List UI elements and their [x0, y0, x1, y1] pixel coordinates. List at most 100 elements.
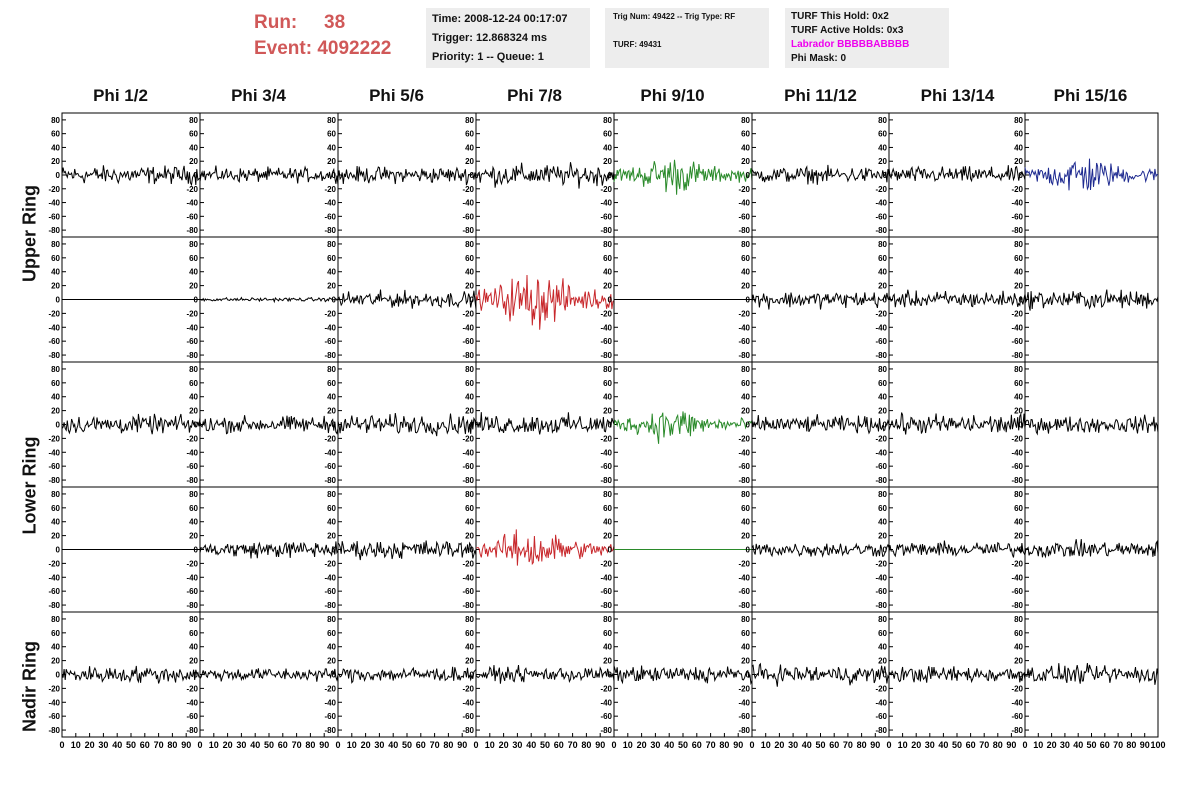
y-tick-label: 60 [51, 254, 60, 263]
y-tick-label: 40 [603, 643, 612, 652]
y-tick-label: 80 [603, 615, 612, 624]
y-tick-label: -80 [875, 351, 887, 360]
y-tick-label: 20 [878, 407, 887, 416]
turf-line: TURF: 49431 [613, 40, 662, 49]
y-tick-label: -20 [600, 185, 612, 194]
x-tick-label: 70 [979, 740, 989, 750]
y-tick-label: 40 [189, 393, 198, 402]
x-tick-label: 0 [473, 740, 478, 750]
y-tick-label: -40 [1011, 698, 1023, 707]
x-tick-label: 50 [264, 740, 274, 750]
y-tick-label: 0 [470, 671, 475, 680]
y-tick-label: -20 [738, 185, 750, 194]
y-tick-label: 0 [746, 671, 751, 680]
waveform-trace [337, 165, 477, 186]
y-tick-label: -20 [324, 684, 336, 693]
waveform-trace [337, 540, 477, 561]
y-tick-label: -60 [600, 337, 612, 346]
y-tick-label: -60 [48, 587, 60, 596]
x-tick-label: 60 [966, 740, 976, 750]
y-tick-label: 60 [741, 629, 750, 638]
x-tick-label: 70 [430, 740, 440, 750]
y-tick-label: -80 [1011, 226, 1023, 235]
y-tick-label: -80 [186, 476, 198, 485]
y-tick-label: -60 [324, 212, 336, 221]
waveform-trace [751, 542, 890, 558]
waveform-trace [475, 274, 615, 330]
run-event-block: Run: 38 Event: 4092222 [254, 10, 391, 62]
y-tick-label: -60 [875, 712, 887, 721]
y-tick-label: 80 [1014, 365, 1023, 374]
waveform-trace [751, 414, 890, 435]
x-tick-label: 0 [197, 740, 202, 750]
y-tick-label: 60 [51, 130, 60, 139]
x-tick-label: 80 [167, 740, 177, 750]
waveform-trace [613, 665, 753, 686]
y-tick-label: 60 [327, 379, 336, 388]
waveform-trace [1024, 663, 1159, 685]
y-tick-label: 0 [56, 296, 61, 305]
y-tick-label: 60 [603, 504, 612, 513]
x-tick-label: 0 [1022, 740, 1027, 750]
y-tick-label: -60 [462, 587, 474, 596]
x-tick-label: 40 [526, 740, 536, 750]
y-tick-label: -80 [186, 351, 198, 360]
x-tick-label: 10 [209, 740, 219, 750]
y-tick-label: -40 [600, 448, 612, 457]
y-tick-label: 0 [194, 296, 199, 305]
x-tick-label: 70 [1113, 740, 1123, 750]
y-tick-label: 20 [878, 532, 887, 541]
x-tick-label: 40 [112, 740, 122, 750]
col-title-phi-13-14: Phi 13/14 [920, 86, 995, 105]
y-tick-label: -40 [186, 573, 198, 582]
y-tick-label: 60 [51, 379, 60, 388]
y-tick-label: 0 [332, 546, 337, 555]
y-tick-label: 0 [746, 546, 751, 555]
y-tick-label: 80 [327, 240, 336, 249]
y-tick-label: -80 [600, 726, 612, 735]
y-tick-label: -80 [186, 601, 198, 610]
x-tick-label: 30 [98, 740, 108, 750]
y-tick-label: -60 [462, 462, 474, 471]
y-tick-label: 60 [51, 629, 60, 638]
y-tick-label: 80 [465, 240, 474, 249]
y-tick-label: 80 [741, 365, 750, 374]
y-tick-label: -40 [600, 573, 612, 582]
y-tick-label: -40 [462, 448, 474, 457]
y-tick-label: 20 [465, 532, 474, 541]
x-tick-label: 70 [292, 740, 302, 750]
y-tick-label: -80 [875, 226, 887, 235]
y-tick-label: 60 [465, 254, 474, 263]
x-tick-label: 20 [85, 740, 95, 750]
col-title-phi-7-8: Phi 7/8 [507, 86, 562, 105]
y-tick-label: 0 [332, 171, 337, 180]
y-tick-label: 60 [327, 504, 336, 513]
panel-frame [751, 486, 890, 613]
x-tick-label: 30 [512, 740, 522, 750]
y-tick-label: -60 [875, 587, 887, 596]
y-tick-label: 80 [741, 615, 750, 624]
y-tick-label: 80 [189, 615, 198, 624]
y-tick-label: 0 [608, 671, 613, 680]
waveform-trace [61, 413, 201, 435]
waveform-trace [475, 412, 615, 435]
y-tick-label: 80 [1014, 615, 1023, 624]
y-tick-label: -20 [1011, 185, 1023, 194]
y-tick-label: 20 [51, 657, 60, 666]
y-tick-label: 60 [741, 254, 750, 263]
y-tick-label: -80 [1011, 476, 1023, 485]
y-tick-label: -20 [600, 309, 612, 318]
x-tick-label: 40 [938, 740, 948, 750]
y-tick-label: 40 [327, 268, 336, 277]
col-title-phi-11-12: Phi 11/12 [784, 86, 857, 105]
y-tick-label: 0 [883, 671, 888, 680]
y-tick-label: 60 [603, 379, 612, 388]
y-tick-label: 80 [603, 240, 612, 249]
y-tick-label: -40 [875, 573, 887, 582]
x-tick-label: 0 [59, 740, 64, 750]
waveform-trace [888, 165, 1026, 183]
y-tick-label: 80 [189, 240, 198, 249]
y-tick-label: 40 [189, 143, 198, 152]
y-tick-label: -20 [738, 309, 750, 318]
y-tick-label: 0 [883, 546, 888, 555]
